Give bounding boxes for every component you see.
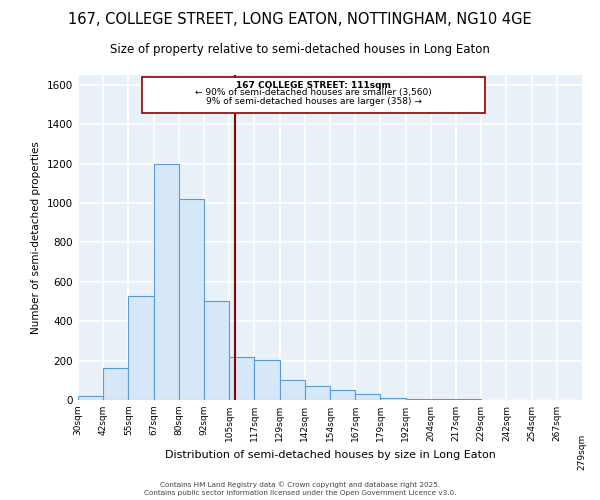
Bar (406, 399, 431, 400)
Bar (204, 300, 229, 400)
FancyBboxPatch shape (142, 77, 485, 114)
Text: ← 90% of semi-detached houses are smaller (3,560): ← 90% of semi-detached houses are smalle… (195, 88, 432, 98)
Text: 167, COLLEGE STREET, LONG EATON, NOTTINGHAM, NG10 4GE: 167, COLLEGE STREET, LONG EATON, NOTTING… (68, 12, 532, 28)
Text: 279sqm: 279sqm (577, 434, 587, 470)
Bar (355, 394, 380, 400)
Bar (254, 360, 280, 400)
Text: Size of property relative to semi-detached houses in Long Eaton: Size of property relative to semi-detach… (110, 42, 490, 56)
X-axis label: Distribution of semi-detached houses by size in Long Eaton: Distribution of semi-detached houses by … (164, 450, 496, 460)
Bar (179, 199, 204, 400)
Text: 9% of semi-detached houses are larger (358) →: 9% of semi-detached houses are larger (3… (206, 96, 421, 106)
Bar (103, 368, 128, 400)
Bar (128, 296, 154, 400)
Bar (154, 164, 179, 400)
Text: Contains public sector information licensed under the Open Government Licence v3: Contains public sector information licen… (144, 490, 456, 496)
Bar (305, 386, 330, 400)
Y-axis label: Number of semi-detached properties: Number of semi-detached properties (31, 141, 41, 334)
Text: Contains HM Land Registry data © Crown copyright and database right 2025.: Contains HM Land Registry data © Crown c… (160, 481, 440, 488)
Bar (280, 380, 305, 400)
Bar (78, 396, 103, 400)
Bar (330, 390, 355, 400)
Text: 167 COLLEGE STREET: 111sqm: 167 COLLEGE STREET: 111sqm (236, 80, 391, 90)
Bar (229, 356, 254, 400)
Bar (380, 398, 406, 400)
